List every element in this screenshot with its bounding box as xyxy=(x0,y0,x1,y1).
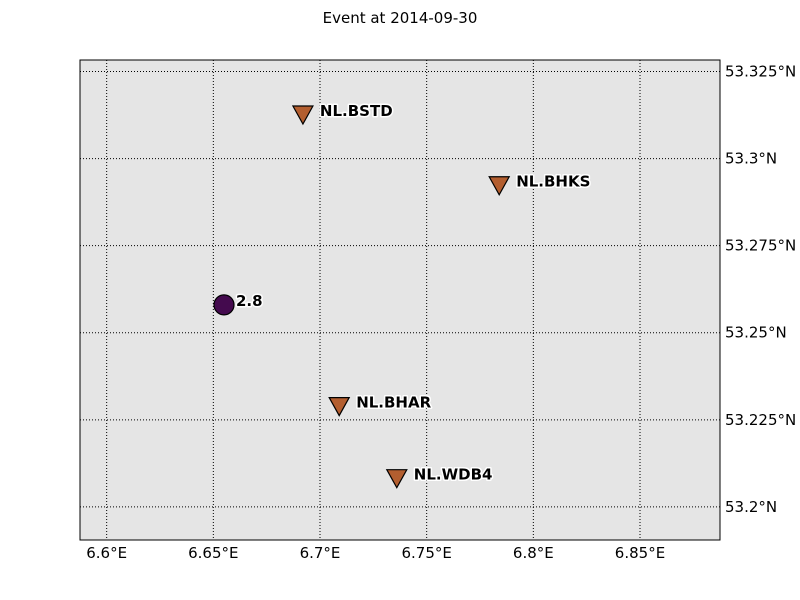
station-label: NL.BHAR xyxy=(356,394,431,412)
station-marker xyxy=(291,105,314,126)
x-tick-label: 6.6°E xyxy=(86,544,127,562)
station-marker xyxy=(328,396,351,417)
chart-title: Event at 2014-09-30 xyxy=(322,9,478,27)
event-marker xyxy=(213,294,235,316)
x-tick-label: 6.65°E xyxy=(188,544,238,562)
map-frame xyxy=(79,59,721,541)
x-tick-label: 6.8°E xyxy=(513,544,554,562)
station-label: NL.WDB4 xyxy=(414,466,493,484)
y-tick-label: 53.3°N xyxy=(725,150,777,168)
y-tick-label: 53.275°N xyxy=(725,237,796,255)
map-background xyxy=(80,60,720,540)
event-magnitude-label: 2.8 xyxy=(236,292,263,310)
station-label: NL.BSTD xyxy=(320,102,393,120)
x-tick-label: 6.85°E xyxy=(615,544,665,562)
y-tick-label: 53.225°N xyxy=(725,411,796,429)
y-tick-label: 53.25°N xyxy=(725,324,787,342)
y-tick-label: 53.325°N xyxy=(725,62,796,80)
y-tick-label: 53.2°N xyxy=(725,498,777,516)
x-tick-label: 6.7°E xyxy=(300,544,341,562)
station-label: NL.BHKS xyxy=(516,173,590,191)
station-marker xyxy=(488,176,511,196)
station-marker xyxy=(385,469,408,489)
x-tick-label: 6.75°E xyxy=(401,544,451,562)
